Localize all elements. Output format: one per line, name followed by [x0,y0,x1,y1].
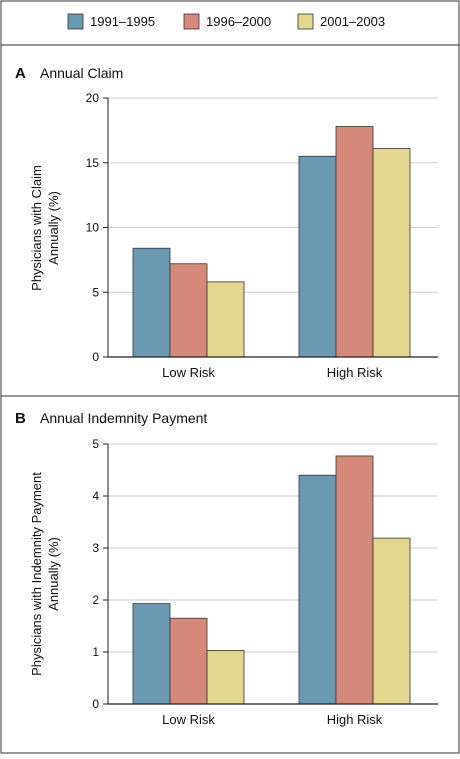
bar [335,455,374,705]
category-label: Low Risk [162,712,215,727]
category-label: High Risk [327,365,383,380]
panel-b: B Annual Indemnity Payment Physicians wi… [15,410,438,727]
panel-a: A Annual Claim Physicians with Claim Ann… [15,65,438,380]
y-tick-label: 5 [92,285,99,299]
bar [206,650,245,705]
bar [335,126,374,358]
legend: 1991–1995 1996–2000 2001–2003 [67,13,385,30]
legend-swatch-1 [67,13,84,30]
category-label: Low Risk [162,365,215,380]
panel-a-letter: A [15,65,26,82]
bar [298,155,337,358]
legend-label-1: 1991–1995 [90,14,155,29]
panel-a-plot: 0 5 10 15 20 Low Risk High Risk [86,91,438,380]
y-tick-label: 2 [92,593,99,607]
y-tick-label: 15 [86,156,100,170]
bar [372,537,411,705]
panel-a-title: Annual Claim [40,65,123,81]
legend-swatch-2 [183,13,200,30]
legend-label-3: 2001–2003 [320,14,385,29]
bar [372,148,411,358]
legend-label-2: 1996–2000 [206,14,271,29]
bar [298,474,337,705]
category-label: High Risk [327,712,383,727]
panel-b-plot: 0 1 2 3 4 5 Low Risk High Risk [92,437,438,727]
panel-b-ylabel-line2: Annually (%) [46,537,61,611]
panel-b-title: Annual Indemnity Payment [40,410,207,426]
bar [132,603,171,705]
panel-b-letter: B [15,410,26,427]
bar [132,247,171,358]
y-tick-label: 0 [92,350,99,364]
y-tick-label: 0 [92,697,99,711]
legend-swatch-3 [297,13,314,30]
bar [169,617,208,705]
bar [206,281,245,358]
y-tick-label: 1 [92,645,99,659]
panel-a-ylabel-line2: Annually (%) [46,191,61,265]
y-tick-label: 20 [86,91,100,105]
bar [169,263,208,358]
y-tick-label: 3 [92,541,99,555]
panel-a-ylabel-line1: Physicians with Claim [29,165,44,291]
y-tick-label: 5 [92,437,99,451]
panel-b-ylabel-line1: Physicians with Indemnity Payment [29,472,44,676]
y-tick-label: 4 [92,489,99,503]
y-tick-label: 10 [86,221,100,235]
